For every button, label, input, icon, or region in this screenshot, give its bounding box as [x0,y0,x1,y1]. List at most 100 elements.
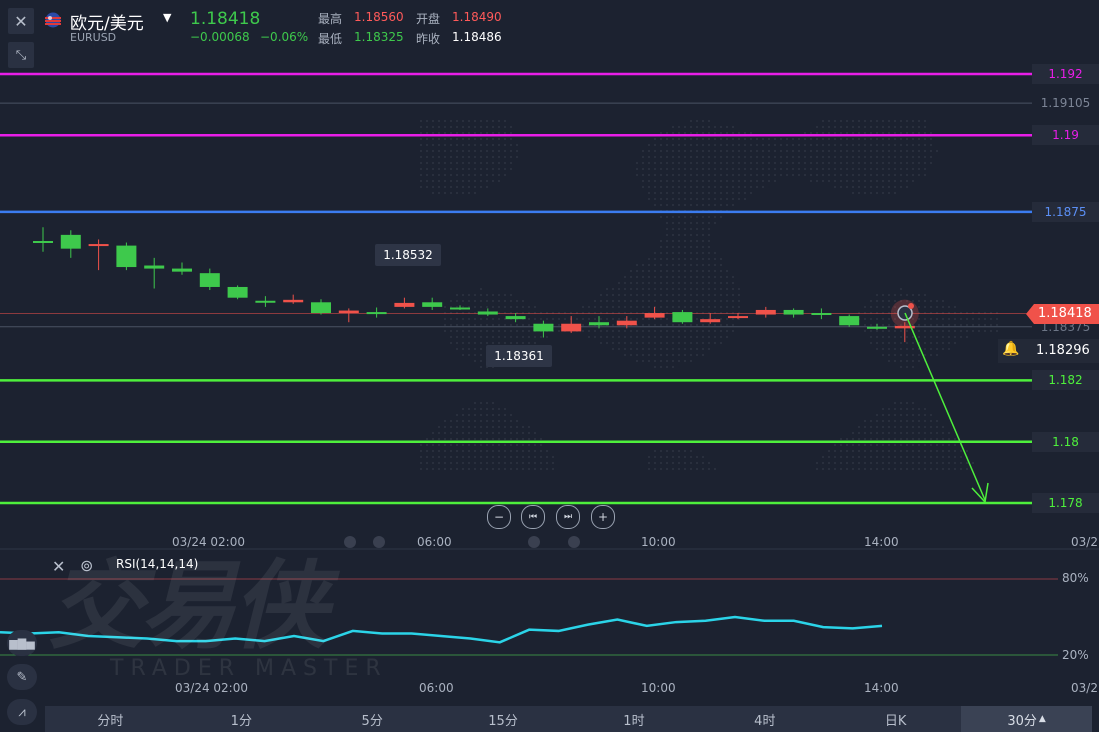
map-dot [612,294,614,296]
tab-4hour[interactable]: 4时 [754,713,776,729]
map-dot [894,150,896,152]
map-dot [876,192,878,194]
map-dot [438,438,440,440]
indicator-name: RSI(14,14,14) [116,557,199,571]
map-dot [918,120,920,122]
map-dot [696,186,698,188]
map-dot [696,270,698,272]
map-dot [888,426,890,428]
map-dot [486,120,488,122]
map-dot [438,150,440,152]
map-dot [528,426,530,428]
map-dot [924,156,926,158]
map-dot [672,216,674,218]
tab-daily[interactable]: 日K [884,713,907,729]
map-dot [906,462,908,464]
map-dot [594,318,596,320]
map-dot [900,324,902,326]
map-dot [852,180,854,182]
tab-5min[interactable]: 5分 [361,713,383,729]
map-dot [888,306,890,308]
symbol-name[interactable]: 欧元/美元 [70,14,144,34]
map-dot [660,144,662,146]
map-dot [528,450,530,452]
map-dot [732,204,734,206]
map-dot [738,294,740,296]
tab-timeshare[interactable]: 分时 [97,713,124,729]
map-dot [618,348,620,350]
map-dot [672,156,674,158]
price-alert[interactable]: 🔔 1.18296 [998,339,1099,363]
map-dot [714,162,716,164]
map-dot [894,450,896,452]
map-dot [948,306,950,308]
map-dot [702,318,704,320]
rsi-chart[interactable] [0,552,1099,702]
map-dot [912,432,914,434]
candle-body [60,234,81,249]
map-dot [882,126,884,128]
map-dot [930,162,932,164]
map-dot [906,132,908,134]
map-dot [684,240,686,242]
map-dot [756,186,758,188]
map-dot [504,336,506,338]
tab-1min[interactable]: 1分 [230,713,252,729]
map-dot [906,348,908,350]
scroll-start-button[interactable]: ⏮ [521,505,545,529]
map-dot [774,144,776,146]
chart-type-button[interactable]: ⩘ [7,699,37,725]
time-label: 10:00 [641,535,676,549]
map-dot [672,240,674,242]
candle-body [88,244,109,247]
tab-15min[interactable]: 15分 [488,713,518,729]
map-dot [846,168,848,170]
candle [60,230,81,258]
map-dot [738,174,740,176]
map-dot [912,300,914,302]
map-dot [636,318,638,320]
map-dot [702,138,704,140]
map-dot [552,312,554,314]
map-dot [444,150,446,152]
tab-30min[interactable]: 30分 ▲ [961,706,1092,732]
scroll-end-button[interactable]: ⏭ [556,505,580,529]
indicator-close-icon[interactable]: ✕ [52,557,66,576]
draw-tool-button[interactable]: ✎ [7,664,37,690]
indicator-tool-button[interactable]: ▆▇▅ [7,630,37,656]
tab-1hour[interactable]: 1时 [623,713,645,729]
map-dot [474,186,476,188]
map-dot [882,432,884,434]
map-dot [840,162,842,164]
indicator-settings-icon[interactable]: ⊚ [80,556,94,575]
map-dot [678,462,680,464]
collapse-button[interactable]: ⤡ [8,42,34,68]
candle-body [33,241,53,244]
map-dot [930,330,932,332]
map-dot [816,132,818,134]
map-dot [462,126,464,128]
map-dot [660,300,662,302]
map-dot [870,342,872,344]
map-dot [912,414,914,416]
map-dot [900,342,902,344]
map-dot [936,426,938,428]
map-dot [690,174,692,176]
price-level-label: 1.1875 [1032,201,1099,222]
map-dot [630,342,632,344]
map-dot [660,312,662,314]
map-dot [486,174,488,176]
map-dot [684,216,686,218]
price-chart[interactable] [0,70,1099,550]
map-dot [480,444,482,446]
symbol-dropdown-icon[interactable]: ▼ [163,11,172,24]
map-dot [792,156,794,158]
map-dot [450,444,452,446]
map-dot [666,330,668,332]
map-dot [582,312,584,314]
zoom-out-button[interactable]: − [487,505,511,529]
map-dot [450,174,452,176]
map-dot [840,120,842,122]
close-button[interactable]: ✕ [8,8,34,34]
zoom-in-button[interactable]: + [591,505,615,529]
